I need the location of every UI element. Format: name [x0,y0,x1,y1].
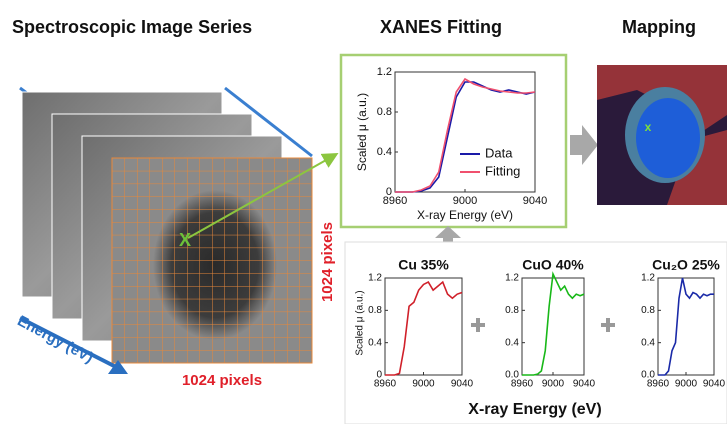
x-axis-label: X-ray Energy (eV) [417,208,513,222]
y-tick-label: 1.2 [368,273,382,284]
x-tick-label: 9040 [573,379,596,390]
y-tick-label: 0.4 [505,337,519,348]
x-tick-label: 9040 [451,379,474,390]
map-marker: x [645,120,652,134]
components-x-label: X-ray Energy (eV) [468,401,601,418]
legend-label: Data [485,145,513,160]
panel-title: CuO 40% [522,257,584,273]
x-tick-label: 9040 [523,195,547,207]
x-tick-label: 9040 [703,379,726,390]
arrow [570,125,598,165]
y-tick-label: 0.8 [377,106,392,118]
title: Spectroscopic Image Series [12,17,252,37]
x-tick-label: 9000 [542,379,565,390]
x-tick-label: 9000 [453,195,477,207]
image-stack [20,88,335,374]
y-tick-label: 1.2 [641,273,655,284]
x-tick-label: 8960 [647,379,670,390]
title: Mapping [622,17,696,37]
components-y-label: Scaled μ (a.u.) [355,290,366,355]
title: XANES Fitting [380,17,502,37]
x-tick-label: 8960 [383,195,407,207]
y-tick-label: 0.4 [377,146,392,158]
y-tick-label: 0.8 [505,305,519,316]
panel-title: Cu 35% [398,257,449,273]
x-tick-label: 9000 [412,379,435,390]
y-tick-label: 0.8 [641,305,655,316]
map-image [597,65,727,205]
y-tick-label: 0.8 [368,305,382,316]
y-tick-label: 0.4 [641,337,655,348]
y-tick-label: 1.2 [505,273,519,284]
panel-title: Cu₂O 25% [652,257,720,273]
y-axis-label: Scaled μ (a.u.) [355,93,369,171]
height-label: 1024 pixels [319,222,336,302]
figure: Spectroscopic Image Series XANES Fitting… [0,0,727,424]
x-tick-label: 8960 [374,379,397,390]
y-tick-label: 0.4 [368,337,382,348]
x-tick-label: 8960 [511,379,534,390]
x-tick-label: 9000 [675,379,698,390]
legend-label: Fitting [485,163,520,178]
width-label: 1024 pixels [182,372,262,389]
pixel-marker: X [179,230,191,250]
y-tick-label: 1.2 [377,66,392,78]
